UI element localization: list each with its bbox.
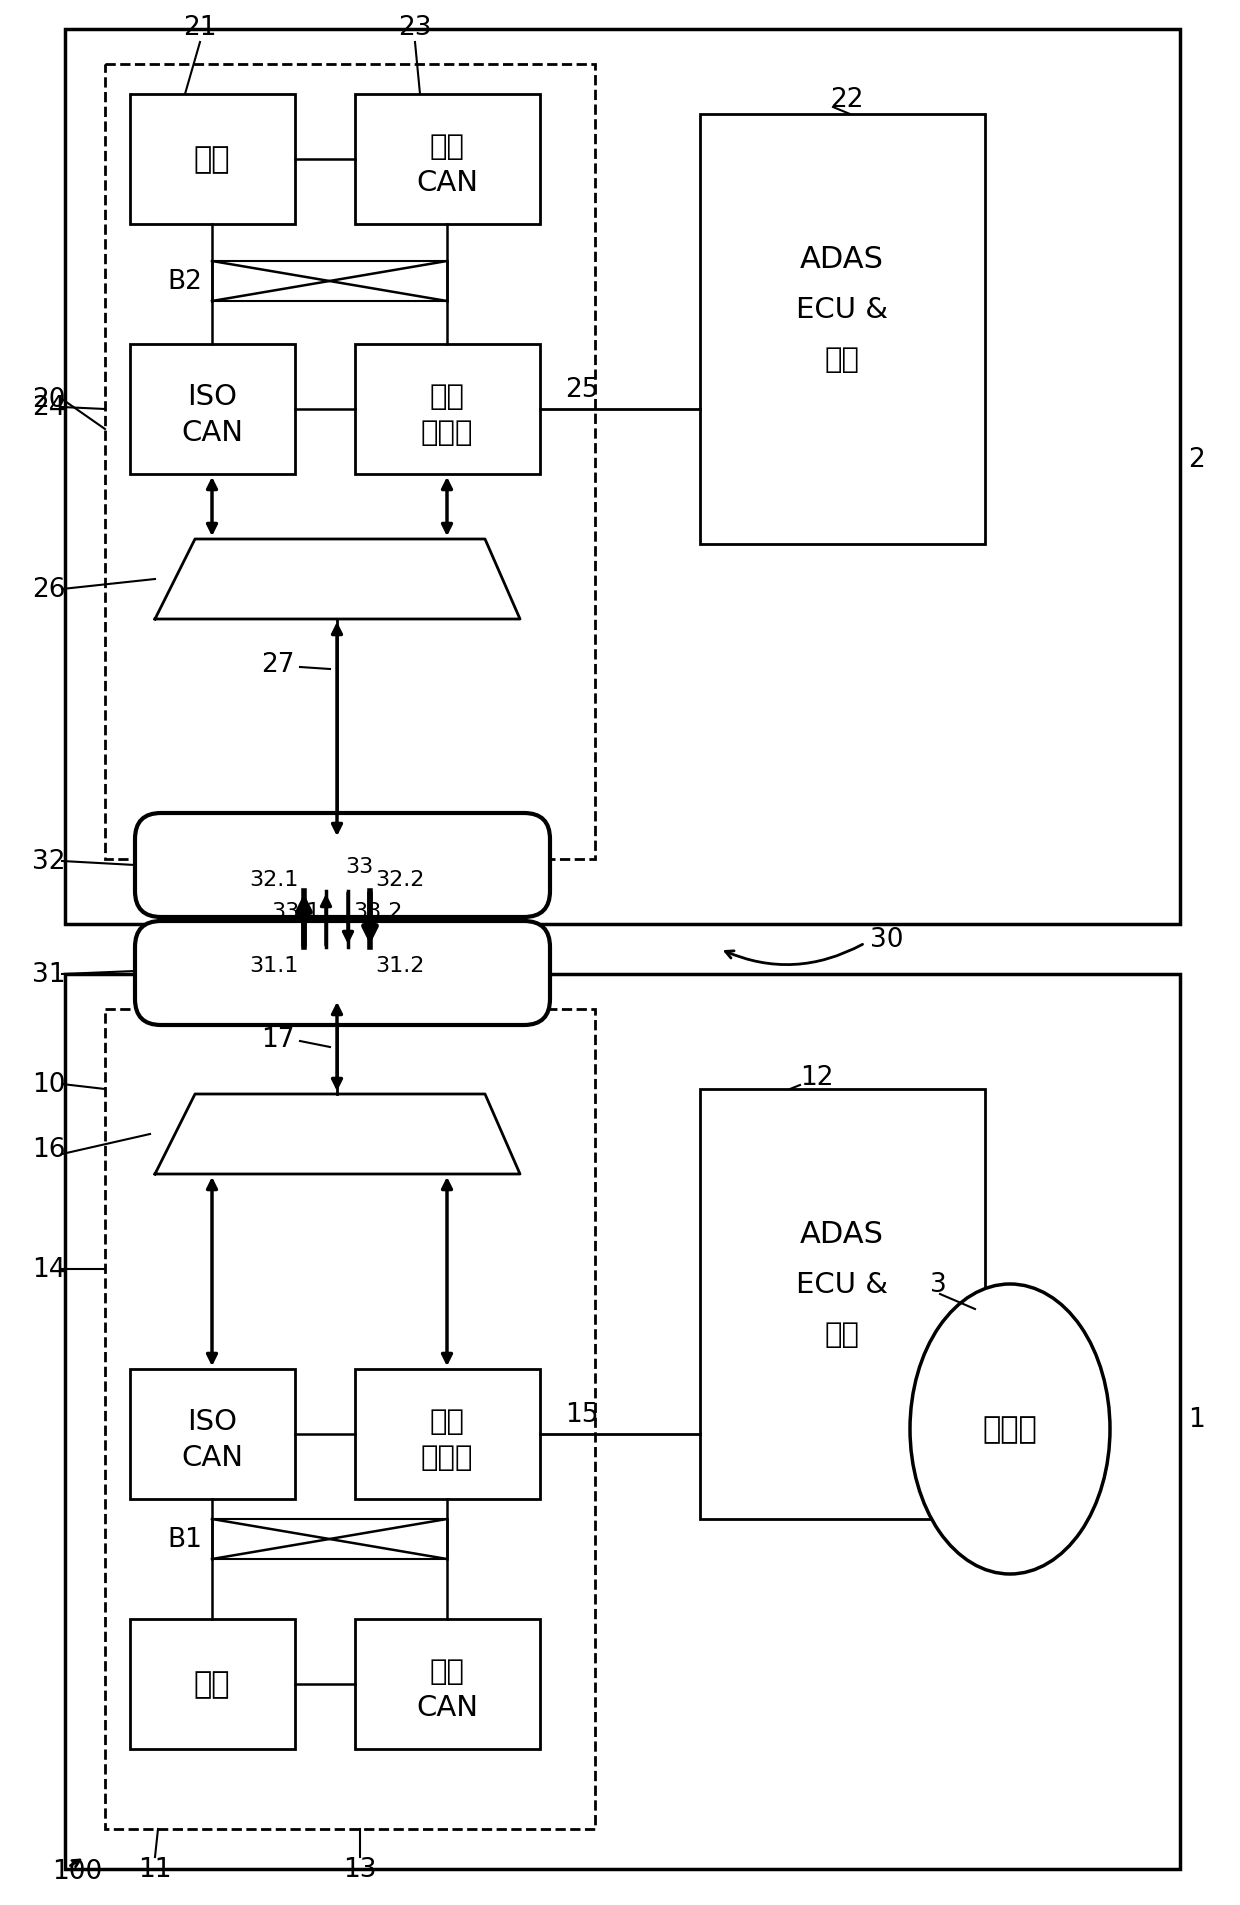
Text: 30: 30 <box>870 926 904 952</box>
Bar <box>701 114 985 545</box>
Text: 100: 100 <box>52 1857 102 1884</box>
Text: 车载: 车载 <box>429 1408 465 1434</box>
Text: 2: 2 <box>1188 448 1205 472</box>
Bar <box>355 1370 539 1499</box>
Text: 13: 13 <box>343 1855 377 1882</box>
Text: 17: 17 <box>262 1027 295 1052</box>
Text: 25: 25 <box>565 377 599 402</box>
Text: 23: 23 <box>398 15 432 42</box>
Text: 33.2: 33.2 <box>353 901 402 922</box>
Text: 10: 10 <box>32 1071 66 1097</box>
Text: 32.2: 32.2 <box>374 869 424 890</box>
Text: 11: 11 <box>138 1855 172 1882</box>
Text: 以太网: 以太网 <box>420 1444 474 1471</box>
Polygon shape <box>155 539 520 619</box>
Text: CAN: CAN <box>415 170 477 196</box>
Bar <box>64 30 1180 924</box>
Text: 扩展: 扩展 <box>429 133 465 160</box>
Text: 14: 14 <box>32 1255 66 1282</box>
Text: CAN: CAN <box>181 1444 243 1471</box>
Text: 以太网: 以太网 <box>420 419 474 448</box>
Text: CAN: CAN <box>415 1694 477 1720</box>
Text: 驾驶员: 驾驶员 <box>982 1415 1038 1444</box>
Text: 监控: 监控 <box>193 1669 231 1699</box>
Polygon shape <box>155 1095 520 1173</box>
Text: ECU &: ECU & <box>796 1271 888 1299</box>
Bar <box>355 95 539 225</box>
Text: 监控: 监控 <box>193 145 231 175</box>
Text: 33.1: 33.1 <box>272 901 321 922</box>
Text: 31: 31 <box>32 962 66 987</box>
Bar <box>105 1010 595 1829</box>
Text: ISO: ISO <box>187 1408 237 1434</box>
Text: 设备: 设备 <box>825 347 859 373</box>
Text: 21: 21 <box>184 15 217 42</box>
Text: 设备: 设备 <box>825 1320 859 1349</box>
Text: CAN: CAN <box>181 419 243 448</box>
Bar <box>355 1619 539 1749</box>
Text: 33: 33 <box>345 857 373 876</box>
Text: 31.1: 31.1 <box>249 956 299 975</box>
Text: 车载: 车载 <box>429 383 465 411</box>
Text: ISO: ISO <box>187 383 237 411</box>
Bar <box>130 1619 295 1749</box>
Text: 26: 26 <box>32 577 66 602</box>
Bar <box>64 975 1180 1869</box>
Bar <box>130 95 295 225</box>
Bar <box>355 345 539 474</box>
Text: 27: 27 <box>262 652 295 678</box>
Text: 3: 3 <box>930 1271 947 1297</box>
Text: ECU &: ECU & <box>796 295 888 324</box>
Text: 1: 1 <box>1188 1406 1205 1433</box>
Text: 15: 15 <box>565 1402 599 1427</box>
Text: B1: B1 <box>167 1526 202 1553</box>
Text: B2: B2 <box>167 269 202 295</box>
Text: 车辆: 车辆 <box>429 1657 465 1686</box>
Bar <box>130 1370 295 1499</box>
Text: 16: 16 <box>32 1137 66 1162</box>
Text: 20: 20 <box>32 387 66 413</box>
Bar <box>130 345 295 474</box>
Bar <box>701 1090 985 1518</box>
FancyBboxPatch shape <box>135 922 551 1025</box>
Bar <box>105 65 595 859</box>
Text: ADAS: ADAS <box>800 1219 884 1250</box>
Text: 12: 12 <box>800 1065 833 1090</box>
Text: 32.1: 32.1 <box>249 869 299 890</box>
FancyBboxPatch shape <box>135 813 551 918</box>
Text: 24: 24 <box>32 394 66 421</box>
Text: 22: 22 <box>830 88 863 112</box>
Text: 31.2: 31.2 <box>374 956 424 975</box>
Ellipse shape <box>910 1284 1110 1574</box>
Text: 32: 32 <box>32 848 66 874</box>
Text: ADAS: ADAS <box>800 246 884 274</box>
